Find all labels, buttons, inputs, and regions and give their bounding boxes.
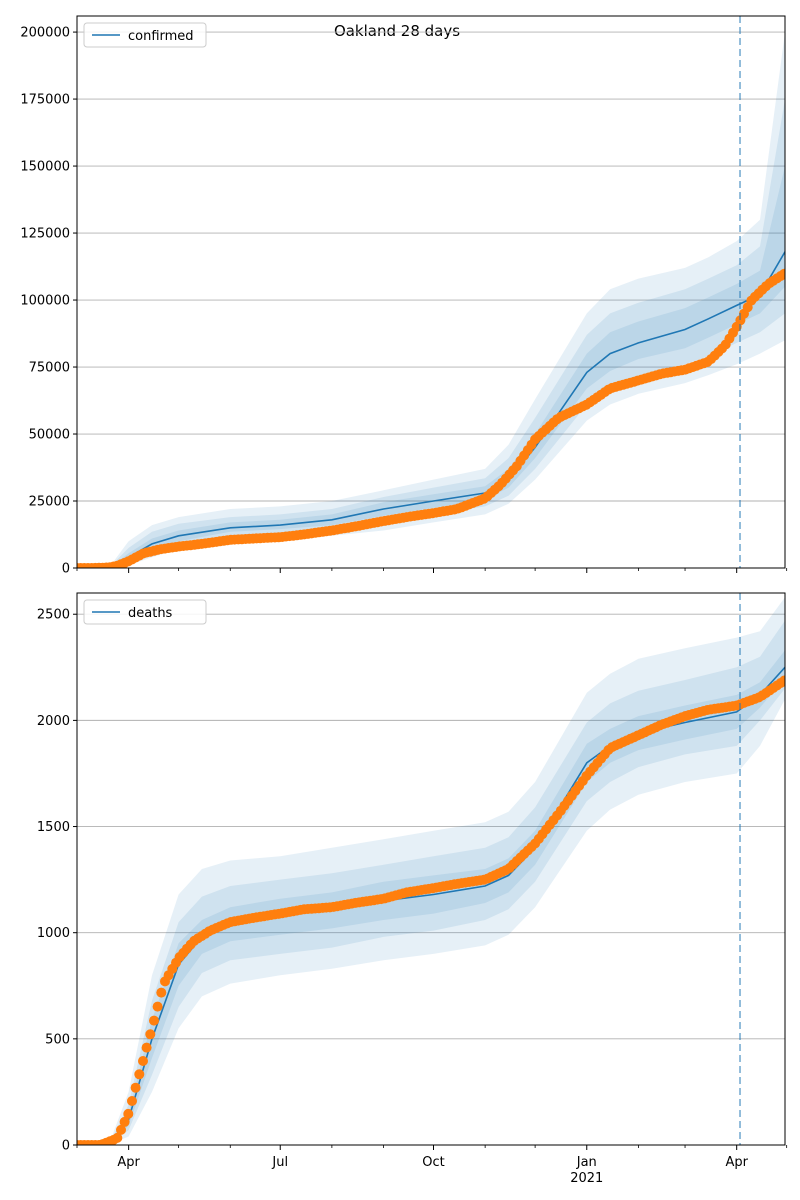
plot-frame [76, 592, 786, 1146]
observed-point [152, 1001, 163, 1012]
legend: deaths [83, 599, 207, 625]
observed-point [134, 1069, 145, 1080]
x-tick-label: Jul [271, 1155, 288, 1170]
y-tick-label: 25000 [29, 495, 70, 510]
y-tick-label: 0 [62, 562, 70, 577]
uncertainty-band [77, 650, 785, 1145]
x-tick-label: Jan [576, 1155, 597, 1170]
observed-point [145, 1029, 156, 1040]
observed-point [130, 1082, 141, 1093]
uncertainty-band [77, 32, 785, 568]
observed-point [119, 1116, 130, 1127]
y-tick-label: 175000 [20, 93, 70, 108]
y-tick-label: 100000 [20, 294, 70, 309]
y-tick-label: 0 [62, 1139, 70, 1154]
observed-point [156, 987, 167, 998]
legend-box [83, 22, 207, 48]
observed-point [779, 268, 785, 279]
observed-point [779, 675, 785, 686]
legend-box [83, 599, 207, 625]
legend-label: deaths [128, 606, 173, 621]
y-tick-label: 1000 [37, 926, 70, 941]
x-tick-label: Apr [725, 1155, 748, 1170]
legend: confirmed [83, 22, 207, 48]
plot-area [77, 32, 785, 568]
y-tick-label: 150000 [20, 160, 70, 175]
y-tick-label: 1500 [37, 820, 70, 835]
chart-title: Oakland 28 days [334, 22, 460, 40]
x-tick-label: Oct [422, 1155, 444, 1170]
observed-point [149, 1015, 159, 1026]
observed-point [141, 1042, 152, 1053]
y-tick-label: 500 [45, 1032, 70, 1047]
x-tick-year-label: 2021 [570, 1171, 603, 1186]
plot-frame [76, 15, 786, 569]
observed-point [127, 1096, 137, 1106]
y-tick-label: 2500 [37, 608, 70, 623]
legend-label: confirmed [128, 29, 194, 44]
plot-area [77, 597, 785, 1145]
observed-point [138, 1056, 148, 1066]
y-tick-label: 50000 [29, 428, 70, 443]
observed-point [123, 1108, 134, 1119]
confirmed-panel: 0 25000 50000 75000 100000 125000 150000 175000… [20, 15, 788, 577]
y-tick-label: 2000 [37, 714, 70, 729]
y-tick-label: 200000 [20, 26, 70, 41]
x-tick-label: Apr [117, 1155, 140, 1170]
y-tick-label: 125000 [20, 227, 70, 242]
uncertainty-band [77, 99, 785, 568]
y-tick-label: 75000 [29, 361, 70, 376]
observed-point [112, 1132, 123, 1143]
uncertainty-band [77, 597, 785, 1145]
observed-point [116, 1124, 126, 1135]
